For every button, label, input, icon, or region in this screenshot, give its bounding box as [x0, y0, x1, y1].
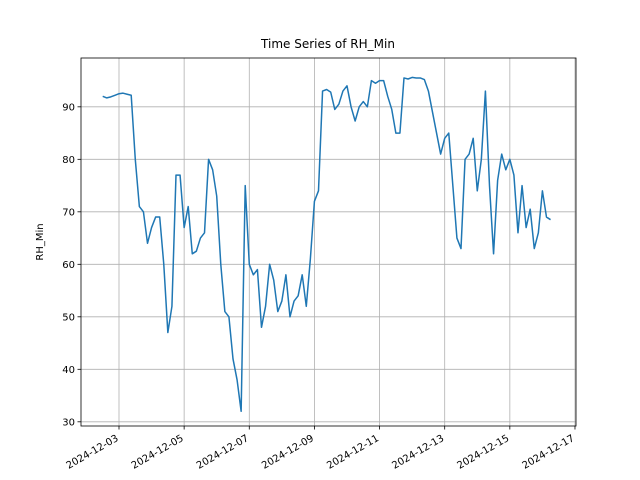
- x-tick-label: 2024-12-05: [130, 433, 186, 472]
- x-tick-label: 2024-12-07: [195, 433, 251, 472]
- x-tick-label: 2024-12-09: [260, 433, 316, 472]
- x-tick-label: 2024-12-11: [325, 433, 381, 472]
- chart-title: Time Series of RH_Min: [260, 37, 395, 51]
- line-series: [102, 76, 551, 413]
- y-tick-label: 60: [62, 260, 75, 271]
- y-tick-label: 40: [62, 365, 75, 376]
- plot-frame: [80, 57, 577, 427]
- y-tick-label: 30: [62, 417, 75, 428]
- y-tick-label: 50: [62, 312, 75, 323]
- x-tick-label: 2024-12-03: [65, 433, 121, 472]
- x-tick-label: 2024-12-17: [521, 433, 577, 472]
- y-axis-label: RH_Min: [35, 223, 46, 260]
- y-tick-label: 90: [62, 102, 75, 113]
- x-tick-label: 2024-12-15: [456, 433, 512, 472]
- x-tick-label: 2024-12-13: [390, 433, 446, 472]
- y-tick-label: 70: [62, 207, 75, 218]
- y-tick-label: 80: [62, 155, 75, 166]
